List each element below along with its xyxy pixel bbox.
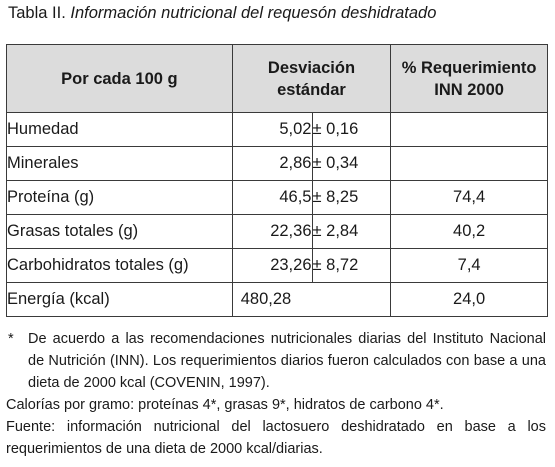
row-label: Proteína (g) — [6, 180, 233, 215]
row-deviation: ± 2,84 — [311, 214, 392, 249]
table-row: Minerales 2,86 ± 0,34 — [6, 146, 548, 181]
table-notes: * De acuerdo a las recomendaciones nutri… — [6, 328, 546, 460]
row-value: 480,28 — [231, 282, 392, 317]
header-std-dev: Desviación estándar — [231, 44, 392, 113]
caption-prefix: Tabla II. — [8, 4, 66, 22]
header-requirement: % Requerimiento INN 2000 — [390, 44, 548, 113]
header-per-100g: Por cada 100 g — [6, 44, 233, 113]
row-label: Humedad — [6, 112, 233, 147]
table-row-energy: Energía (kcal) 480,28 24,0 — [6, 282, 548, 317]
row-value: 22,36 — [231, 214, 313, 249]
row-label: Grasas totales (g) — [6, 214, 233, 249]
row-label: Carbohidratos totales (g) — [6, 248, 233, 283]
row-label: Minerales — [6, 146, 233, 181]
source-note: Fuente: información nutricional del lact… — [6, 419, 546, 457]
table-row: Proteína (g) 46,5 ± 8,25 74,4 — [6, 180, 548, 215]
table-caption: Tabla II. Información nutricional del re… — [8, 4, 436, 23]
row-value: 2,86 — [231, 146, 313, 181]
row-deviation: ± 0,34 — [311, 146, 392, 181]
table-row: Carbohidratos totales (g) 23,26 ± 8,72 7… — [6, 248, 548, 283]
row-requirement — [390, 112, 548, 147]
row-value: 23,26 — [231, 248, 313, 283]
row-requirement: 74,4 — [390, 180, 548, 215]
row-deviation: ± 0,16 — [311, 112, 392, 147]
table-row: Humedad 5,02 ± 0,16 — [6, 112, 548, 147]
footnote-text: De acuerdo a las recomendaciones nutrici… — [28, 331, 546, 391]
row-deviation: ± 8,72 — [311, 248, 392, 283]
footnote-inn: * De acuerdo a las recomendaciones nutri… — [6, 328, 546, 394]
nutrition-table: Por cada 100 g Desviación estándar % Req… — [6, 44, 548, 317]
row-label: Energía (kcal) — [6, 282, 233, 317]
table-row: Grasas totales (g) 22,36 ± 2,84 40,2 — [6, 214, 548, 249]
footnote-marker: * — [8, 331, 14, 347]
caption-title: Información nutricional del requesón des… — [70, 4, 437, 22]
row-requirement: 24,0 — [390, 282, 548, 317]
table-header-row: Por cada 100 g Desviación estándar % Req… — [6, 44, 548, 113]
row-requirement — [390, 146, 548, 181]
row-deviation: ± 8,25 — [311, 180, 392, 215]
row-requirement: 40,2 — [390, 214, 548, 249]
row-value: 46,5 — [231, 180, 313, 215]
calories-note: Calorías por gramo: proteínas 4*, grasas… — [6, 397, 444, 413]
row-requirement: 7,4 — [390, 248, 548, 283]
row-value: 5,02 — [231, 112, 313, 147]
